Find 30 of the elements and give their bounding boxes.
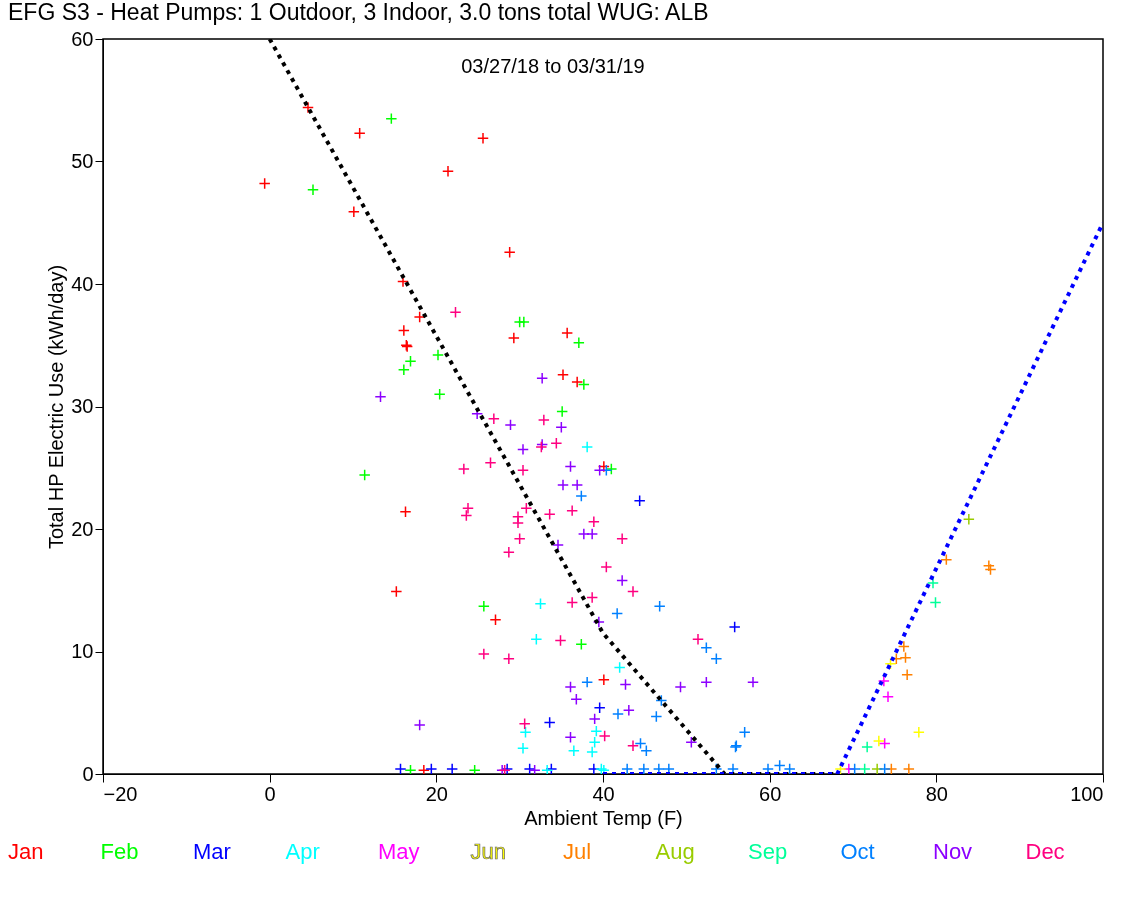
text: Oct [840,839,875,864]
x-tick-label: 80 [925,782,948,805]
text: Dec [1025,839,1065,864]
x-tick-label: 0 [264,782,276,805]
y-tick-label: 30 [71,395,94,417]
y-axis-title: Total HP Electric Use (kWh/day) [45,264,68,550]
y-tick-label: 50 [71,150,94,172]
y-tick-label: 20 [71,517,94,540]
text: Nov [933,839,973,864]
annotation: 03/27/18 to 03/31/19 [461,55,645,77]
chart-title: EFG S3 - Heat Pumps: 1 Outdoor, 3 Indoor, 3.0 tons total WUG: ALB [8,0,709,25]
x-tick-label: 20 [425,782,448,805]
x-tick-label: 40 [592,782,615,805]
text: Apr [285,839,320,864]
text: Jun [470,839,506,864]
text: Feb [100,839,139,864]
x-tick-label: 60 [759,782,782,805]
text: Sep [748,839,788,864]
y-tick-label: 0 [82,762,94,785]
x-axis-title: Ambient Temp (F) [524,806,683,829]
text: May [378,839,420,864]
text: Mar [193,839,231,864]
y-tick-label: 10 [71,640,94,662]
text: Jan [8,839,44,864]
x-tick-label: 100 [1070,782,1104,805]
y-tick-label: 40 [71,272,94,295]
y-tick-label: 60 [71,27,94,50]
text: Aug [655,839,695,864]
x-tick-label: −20 [103,782,138,805]
text: Jul [563,839,592,864]
